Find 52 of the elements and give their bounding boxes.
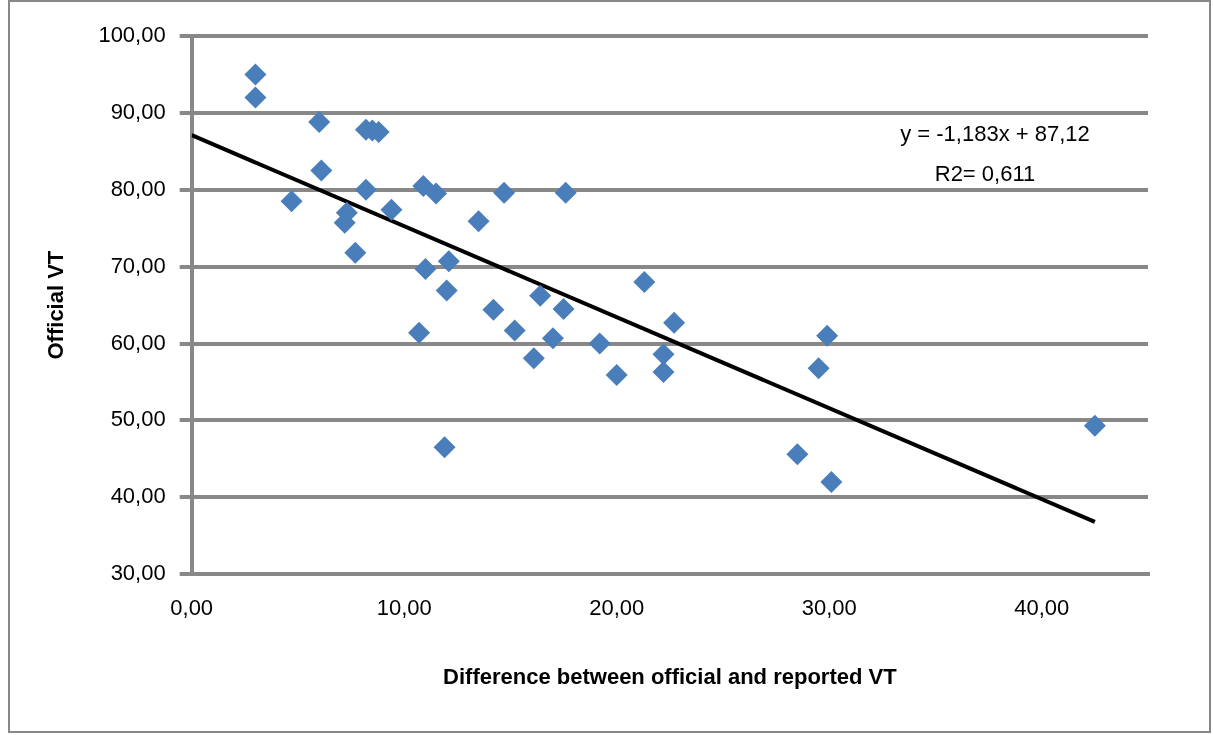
point bbox=[310, 159, 333, 182]
point bbox=[244, 63, 267, 86]
y-tick-label: 50,00 bbox=[110, 406, 166, 432]
point bbox=[816, 324, 839, 347]
point bbox=[308, 111, 331, 134]
point bbox=[380, 198, 403, 221]
point bbox=[425, 182, 448, 205]
y-tick-label: 40,00 bbox=[110, 483, 166, 509]
x-tick-label: 20,00 bbox=[589, 595, 645, 621]
point bbox=[493, 181, 516, 204]
y-tick-label: 80,00 bbox=[110, 175, 166, 201]
point bbox=[437, 250, 460, 273]
point bbox=[482, 298, 505, 321]
point bbox=[807, 357, 830, 380]
point bbox=[529, 284, 552, 307]
point bbox=[633, 271, 656, 294]
y-tick-label: 30,00 bbox=[110, 560, 166, 586]
x-tick-label: 0,00 bbox=[170, 595, 214, 621]
annotation: y = -1,183x + 87,12 bbox=[900, 121, 1090, 146]
point bbox=[663, 311, 686, 334]
point bbox=[244, 86, 267, 109]
point bbox=[354, 178, 377, 201]
point bbox=[435, 279, 458, 302]
x-axis-title: Difference between official and reported VT bbox=[443, 663, 898, 689]
point bbox=[541, 327, 564, 350]
point bbox=[652, 343, 675, 366]
point bbox=[554, 181, 577, 204]
y-axis-title: Official VT bbox=[43, 250, 69, 360]
point bbox=[408, 321, 431, 344]
point bbox=[552, 297, 575, 320]
point bbox=[1083, 414, 1106, 437]
y-tick-label: 60,00 bbox=[110, 329, 166, 355]
point bbox=[652, 360, 675, 383]
x-tick-label: 40,00 bbox=[1014, 595, 1070, 621]
point bbox=[280, 190, 303, 213]
annotation: R2= 0,611 bbox=[934, 161, 1036, 186]
y-tick-label: 100,00 bbox=[98, 22, 166, 48]
point bbox=[433, 436, 456, 459]
point bbox=[786, 443, 809, 466]
point bbox=[588, 332, 611, 355]
point bbox=[344, 241, 367, 264]
x-tick-label: 10,00 bbox=[376, 595, 432, 621]
x-tick-label: 30,00 bbox=[801, 595, 857, 621]
y-tick-label: 70,00 bbox=[110, 252, 166, 278]
point bbox=[820, 470, 843, 493]
point bbox=[412, 174, 435, 197]
y-tick-label: 90,00 bbox=[110, 98, 166, 124]
point bbox=[467, 210, 490, 233]
point bbox=[414, 257, 437, 280]
point bbox=[605, 364, 628, 387]
point bbox=[522, 347, 545, 370]
point bbox=[503, 319, 526, 342]
